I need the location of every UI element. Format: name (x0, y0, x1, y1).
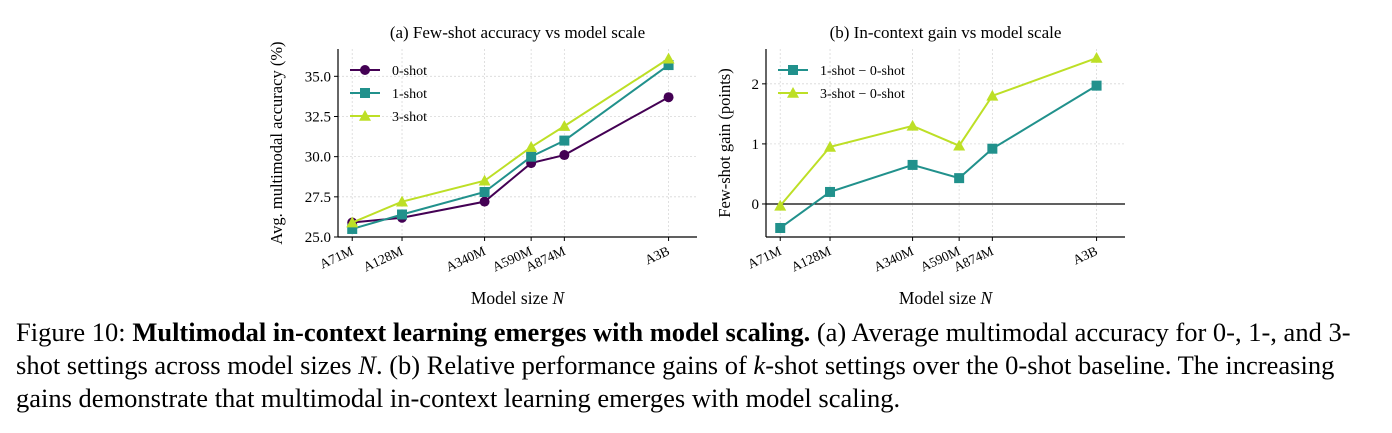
x-axis-label-var: N (979, 288, 993, 308)
data-point (953, 139, 966, 151)
y-tick-label: 1 (752, 137, 760, 153)
data-point (824, 140, 837, 152)
data-point (559, 150, 570, 161)
data-point (662, 52, 675, 64)
y-axis-label: Few-shot gain (points) (715, 68, 734, 217)
data-point (987, 143, 998, 154)
y-tick-label: 32.5 (305, 109, 331, 125)
data-point (559, 135, 570, 146)
y-axis-label: Avg. multimodal accuracy (%) (267, 41, 286, 244)
x-tick-label: A128M (361, 243, 405, 274)
data-point (397, 209, 408, 220)
caption-bold-title: Multimodal in-context learning emerges w… (132, 317, 811, 347)
data-point (1090, 52, 1103, 63)
y-tick-label: 2 (752, 77, 760, 93)
x-axis-label-var: N (551, 288, 565, 308)
series-line (351, 64, 670, 230)
series-line (351, 57, 670, 224)
x-axis-label: Model size N (471, 288, 566, 308)
legend: 0-shot 1-shot 3-shot (350, 64, 427, 125)
x-tick-label: A128M (789, 243, 833, 274)
x-axis-label: Model size N (899, 288, 994, 308)
y-tick-label: 27.5 (305, 190, 331, 206)
caption-var-n: N (358, 350, 376, 380)
legend-label: 1-shot (392, 87, 427, 102)
caption-text-2: . (b) Relative performance gains of (375, 350, 754, 380)
legend-label: 0-shot (392, 64, 427, 79)
series-3-shot-0-shot (774, 52, 1103, 211)
series-line (779, 57, 1097, 207)
legend-label: 1-shot − 0-shot (820, 64, 905, 79)
legend-label: 3-shot − 0-shot (820, 87, 905, 102)
data-point (986, 89, 999, 101)
data-point (775, 222, 786, 233)
legend-label: 3-shot (392, 110, 427, 125)
legend-marker (788, 65, 798, 75)
data-point (479, 187, 490, 198)
legend-marker (359, 110, 371, 121)
series-1-shot (347, 60, 674, 234)
y-tick-label: 35.0 (305, 69, 331, 85)
data-point (663, 92, 674, 103)
legend-marker (360, 88, 370, 98)
legend-marker (360, 65, 370, 75)
series-1-shot-0-shot (775, 80, 1102, 233)
caption-text-1: (a) Average multimodal accuracy for 0-, … (16, 317, 1351, 380)
x-tick-label: A3B (642, 243, 671, 267)
data-point (906, 119, 919, 131)
data-point (346, 216, 359, 228)
caption-text-3: -shot settings over the 0-shot baseline.… (16, 350, 1335, 413)
data-point (479, 196, 490, 207)
data-point (526, 151, 537, 162)
data-point (774, 199, 787, 211)
data-point (558, 120, 571, 131)
x-tick-label: A340M (443, 243, 487, 274)
data-point (525, 141, 538, 152)
y-tick-label: 25.0 (305, 230, 331, 246)
y-tick-label: 0 (752, 197, 760, 213)
data-point (1091, 80, 1102, 91)
y-tick-label: 30.0 (305, 150, 331, 166)
legend-marker (787, 87, 799, 98)
caption-label: Figure 10: (16, 317, 133, 347)
data-point (347, 223, 358, 234)
data-point (663, 60, 674, 71)
chart-title: (a) Few-shot accuracy vs model scale (390, 23, 645, 42)
x-tick-label: A340M (871, 243, 915, 274)
x-tick-label: A3B (1070, 243, 1099, 267)
series-line (352, 96, 670, 224)
caption-var-k: k (753, 350, 766, 380)
data-point (954, 173, 965, 184)
chart-title: (b) In-context gain vs model scale (830, 23, 1062, 42)
data-point (825, 186, 836, 197)
x-axis-label-text: Model size (471, 288, 553, 308)
legend: 1-shot − 0-shot 3-shot − 0-shot (778, 64, 905, 102)
series-3-shot (346, 52, 675, 228)
series-line (779, 84, 1098, 229)
data-point (478, 174, 491, 186)
x-axis-label-text: Model size (899, 288, 981, 308)
figure-caption: Figure 10: Multimodal in-context learnin… (16, 316, 1384, 415)
data-point (907, 159, 918, 170)
x-tick-label: A71M (745, 243, 783, 271)
data-point (396, 195, 409, 207)
x-tick-label: A71M (317, 243, 355, 271)
